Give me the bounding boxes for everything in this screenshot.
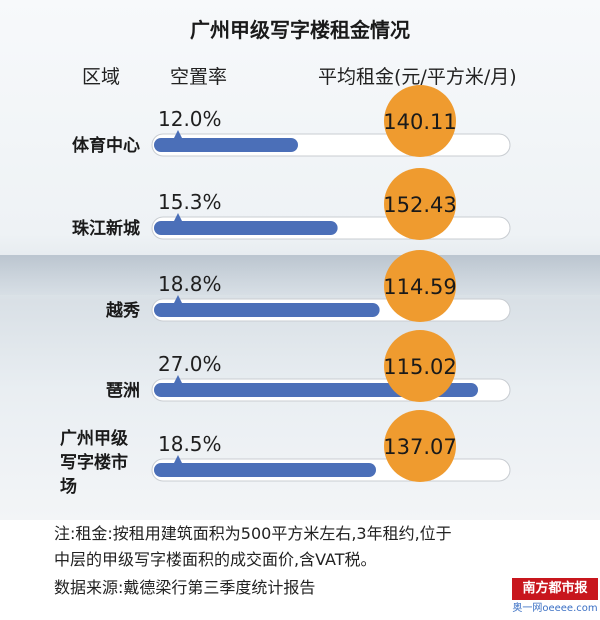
rent-circle: [384, 330, 456, 402]
vacancy-label: 18.5%: [158, 432, 222, 456]
rent-circle: [384, 85, 456, 157]
header-vacancy: 空置率: [170, 66, 228, 88]
bar-pointer: [174, 295, 182, 303]
region-label: 广州甲级: [60, 428, 128, 449]
region-label: 写字楼市: [60, 452, 128, 473]
bar-pointer: [174, 375, 182, 383]
chart-title: 广州甲级写字楼租金情况: [190, 18, 410, 42]
source-line: 数据来源:戴德梁行第三季度统计报告: [54, 578, 316, 597]
bar-pointer: [174, 213, 182, 221]
chart-canvas: 12.0% 体育中心 140.11 15.3% 珠江新城 152.43 18.8% 越秀 114…: [60, 85, 511, 497]
note-line-2: 中层的甲级写字楼面积的成交面价,含VAT税。: [54, 550, 377, 569]
vacancy-bar: [154, 463, 376, 477]
header-region: 区域: [82, 66, 121, 88]
region-label: 体育中心: [72, 135, 140, 156]
bar-pointer: [174, 455, 182, 463]
rent-label: 114.59: [383, 275, 456, 299]
rent-circle: [384, 250, 456, 322]
vacancy-label: 15.3%: [158, 190, 222, 214]
rent-label: 152.43: [383, 193, 456, 217]
haze-band: [0, 255, 600, 295]
vacancy-bar: [154, 303, 380, 317]
bar-pointer: [174, 130, 182, 138]
vacancy-label: 18.8%: [158, 272, 222, 296]
rent-circle: [384, 410, 456, 482]
note-line-1: 注:租金:按租用建筑面积为500平方米左右,3年租约,位于: [54, 524, 452, 543]
vacancy-label: 12.0%: [158, 107, 222, 131]
region-label: 珠江新城: [72, 218, 140, 239]
rent-label: 115.02: [383, 355, 456, 379]
rent-circle: [384, 168, 456, 240]
header-rent: 平均租金(元/平方米/月): [318, 66, 517, 88]
vacancy-bar: [154, 138, 298, 152]
region-label: 琶洲: [106, 381, 140, 401]
site-watermark: 奥一网oeeee.com: [512, 603, 598, 614]
vacancy-label: 27.0%: [158, 352, 222, 376]
region-label: 场: [60, 477, 77, 497]
newspaper-logo: 南方都市报: [512, 578, 598, 600]
vacancy-bar: [154, 221, 338, 235]
region-label: 越秀: [105, 300, 140, 321]
rent-label: 137.07: [383, 435, 456, 459]
rent-label: 140.11: [383, 110, 456, 134]
